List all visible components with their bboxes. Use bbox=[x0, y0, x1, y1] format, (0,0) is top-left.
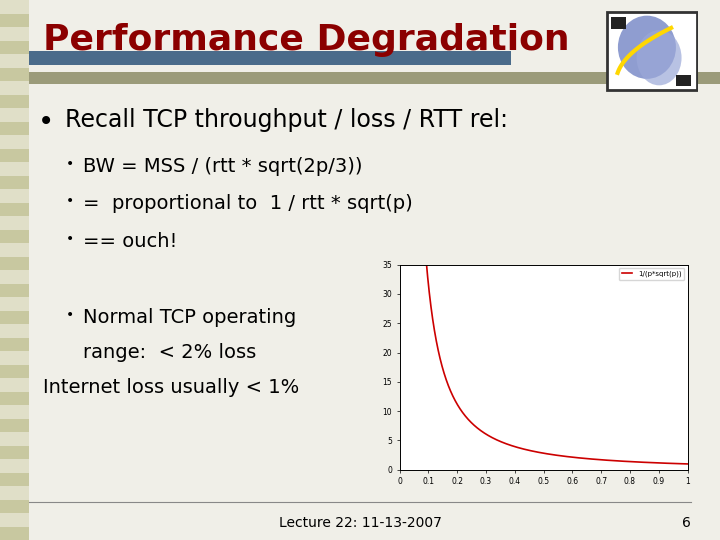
Bar bbox=[0, 418, 29, 432]
Bar bbox=[0, 54, 29, 68]
Bar bbox=[0, 472, 29, 486]
Bar bbox=[0, 148, 29, 162]
Bar bbox=[0, 27, 29, 40]
Bar bbox=[0, 526, 29, 540]
Bar bbox=[0, 108, 29, 122]
Text: Internet loss usually < 1%: Internet loss usually < 1% bbox=[43, 378, 300, 397]
Bar bbox=[0, 68, 29, 81]
Text: •: • bbox=[66, 194, 74, 208]
Text: •: • bbox=[37, 108, 54, 136]
Text: =  proportional to  1 / rtt * sqrt(p): = proportional to 1 / rtt * sqrt(p) bbox=[83, 194, 413, 213]
Bar bbox=[0, 432, 29, 445]
Bar bbox=[676, 75, 691, 86]
Bar bbox=[0, 189, 29, 202]
Text: BW = MSS / (rtt * sqrt(2p/3)): BW = MSS / (rtt * sqrt(2p/3)) bbox=[83, 157, 362, 176]
Bar bbox=[0, 513, 29, 526]
Bar bbox=[0, 14, 29, 27]
Bar bbox=[0, 243, 29, 256]
Bar bbox=[0, 162, 29, 176]
Text: Lecture 22: 11-13-2007: Lecture 22: 11-13-2007 bbox=[279, 516, 441, 530]
Bar bbox=[0, 486, 29, 500]
Bar bbox=[29, 51, 511, 65]
Bar bbox=[0, 284, 29, 297]
Text: •: • bbox=[66, 232, 74, 246]
Bar bbox=[0, 256, 29, 270]
Text: Recall TCP throughput / loss / RTT rel:: Recall TCP throughput / loss / RTT rel: bbox=[65, 108, 508, 132]
Bar bbox=[0, 446, 29, 459]
Text: 6: 6 bbox=[683, 516, 691, 530]
Bar bbox=[0, 310, 29, 324]
Bar bbox=[0, 338, 29, 351]
Bar bbox=[611, 17, 626, 29]
Text: Normal TCP operating: Normal TCP operating bbox=[83, 308, 296, 327]
Bar bbox=[0, 351, 29, 364]
Bar bbox=[0, 324, 29, 338]
Legend: 1/(p*sqrt(p)): 1/(p*sqrt(p)) bbox=[619, 268, 684, 280]
Text: Performance Degradation: Performance Degradation bbox=[43, 23, 570, 57]
Text: == ouch!: == ouch! bbox=[83, 232, 177, 251]
Bar bbox=[0, 500, 29, 513]
Bar bbox=[0, 405, 29, 418]
Bar bbox=[0, 378, 29, 392]
Bar bbox=[0, 392, 29, 405]
Bar bbox=[0, 0, 29, 14]
Ellipse shape bbox=[618, 16, 676, 79]
Bar bbox=[0, 40, 29, 54]
Bar bbox=[0, 270, 29, 284]
Bar bbox=[0, 364, 29, 378]
Bar bbox=[29, 72, 720, 84]
Bar bbox=[0, 81, 29, 94]
Bar bbox=[0, 176, 29, 189]
Bar bbox=[0, 459, 29, 472]
Text: •: • bbox=[66, 308, 74, 322]
Bar bbox=[0, 297, 29, 310]
Bar bbox=[0, 216, 29, 229]
Text: •: • bbox=[66, 157, 74, 171]
Bar bbox=[0, 230, 29, 243]
Ellipse shape bbox=[636, 30, 682, 85]
Bar bbox=[0, 94, 29, 108]
Bar bbox=[0, 122, 29, 135]
Bar bbox=[0, 202, 29, 216]
Text: range:  < 2% loss: range: < 2% loss bbox=[83, 343, 256, 362]
Bar bbox=[0, 135, 29, 148]
